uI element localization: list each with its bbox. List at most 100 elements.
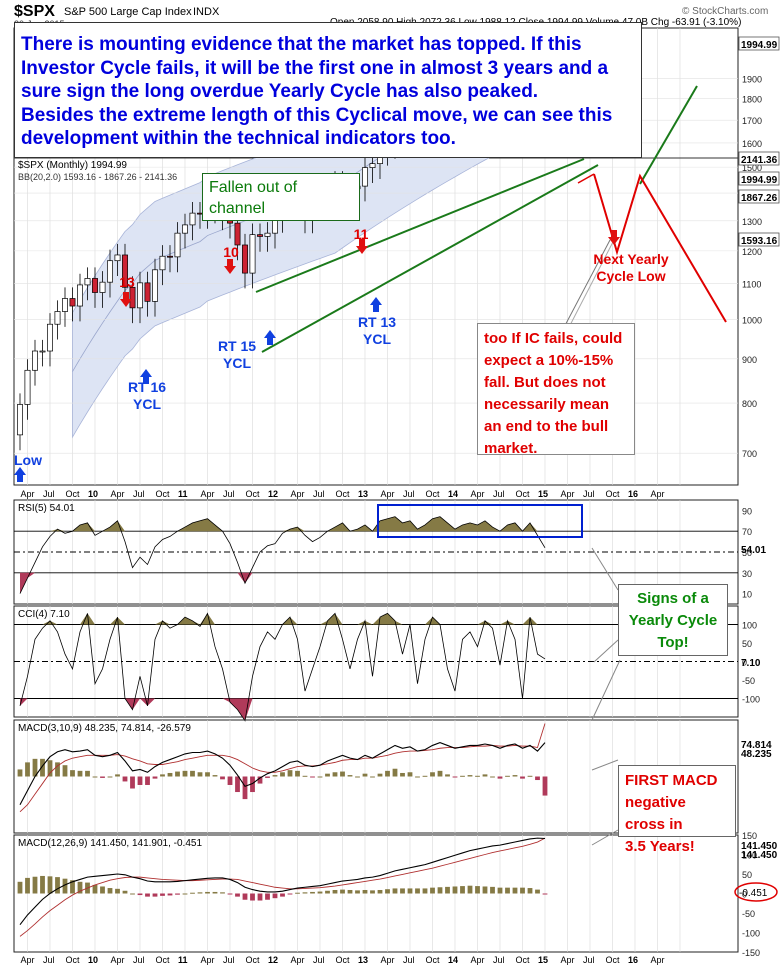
note-connector (593, 639, 619, 663)
bottom-x-tick-label: Apr (561, 955, 575, 965)
macd-slow-hist-bar (32, 876, 38, 894)
macd-fast-hist-bar (430, 772, 435, 777)
bottom-x-tick-label: Jul (133, 955, 145, 965)
macd-fast-hist-bar (40, 758, 45, 777)
rt13-label: RT 13 YCL (357, 314, 397, 347)
macd-slow-hist-bar (400, 888, 405, 894)
rsi-fill-above (20, 516, 545, 532)
macd-fast-hist-bar (490, 776, 495, 778)
macd-fast-hist-bar (62, 765, 68, 777)
macd-slow-hist-bar (107, 888, 113, 894)
macd-slow-hist-bar (355, 890, 360, 894)
price-tick-label: 1800 (742, 95, 762, 105)
bottom-x-tick-label: Jul (313, 955, 325, 965)
macd-fast-hist-bar (445, 774, 450, 777)
macd-fast-hist-bar (92, 776, 98, 778)
macd-slow-hist-bar (505, 887, 510, 894)
macd-fast-hist-bar (400, 772, 405, 777)
down-candle (69, 298, 76, 307)
bottom-x-tick-label: Oct (66, 955, 81, 965)
macd-fast-hist-bar (160, 774, 165, 777)
macd-slow-hist-bar (347, 889, 353, 894)
up-candle (84, 278, 91, 286)
bb-upper-tag-box (738, 151, 780, 166)
macd-slow-hist-label: -0.451 (739, 888, 768, 899)
macd-slow-hist-bar (317, 891, 323, 894)
macd-highlight-ellipse (734, 882, 778, 902)
macd-fast-hist-bar (227, 776, 233, 785)
macd-fast-hist-bar (355, 776, 360, 778)
peak-arrow (608, 237, 620, 245)
peak-arrow (356, 246, 368, 254)
macd-slow-hist-bar (92, 884, 98, 894)
bottom-x-tick-label: Oct (516, 955, 531, 965)
macd-fast-hist-bar (205, 772, 210, 777)
down-candle (144, 282, 151, 302)
macd-slow-hist-bar (452, 886, 458, 894)
macd-slow-tick-label: -50 (742, 909, 755, 919)
macd-fast-hist-bar (317, 776, 323, 778)
price-tick-label: 1500 (742, 163, 762, 173)
macd-fast-hist-bar (340, 771, 345, 777)
macd-slow-hist-bar (100, 886, 105, 894)
note-connector (564, 237, 616, 336)
macd-slow-hist-bar (220, 892, 225, 894)
macd-fast-hist-bar (175, 771, 180, 777)
macd-cross-note: FIRST MACD negative cross in 3.5 Years! (618, 765, 736, 855)
rsi-tick-label: 70 (742, 527, 752, 537)
cci-tick-label: 50 (742, 639, 752, 649)
cci-tick-label: 100 (742, 621, 757, 631)
bottom-x-tick-label: Apr (111, 955, 125, 965)
macd-slow-hist-bar (265, 893, 270, 900)
price-tick-label: 1300 (742, 217, 762, 227)
price-close-tag: 1994.99 (741, 175, 778, 186)
rsi-highlight-box (377, 504, 583, 538)
macd-fast-title: MACD(3,10,9) 48.235, 74.814, -26.579 (18, 723, 191, 734)
macd-fast-hist-bar (325, 773, 330, 777)
ic-fail-note: too If IC fails, could expect a 10%-15% … (477, 323, 635, 457)
down-candle (122, 254, 128, 288)
cci-tick-label: -100 (742, 695, 760, 705)
macd-fast-hist-bar (437, 770, 443, 777)
macd-fast-hist-bar (107, 776, 113, 778)
macd-slow-hist-bar (377, 889, 383, 894)
macd-slow-signal-tag: 141.450 (741, 841, 778, 852)
bottom-x-tick-label: Oct (606, 955, 621, 965)
yearly-cycle-top-note: Signs of a Yearly Cycle Top! (618, 584, 728, 656)
down-candle (167, 255, 173, 258)
up-candle (152, 269, 158, 302)
rsi-title: RSI(5) 54.01 (18, 503, 75, 514)
bottom-x-tick-label: Jul (223, 955, 235, 965)
up-candle (99, 281, 106, 293)
main-annotation: There is mounting evidence that the mark… (14, 22, 642, 158)
price-x-tick-label: Apr (201, 489, 215, 499)
price-x-tick-label: 13 (358, 489, 368, 499)
peak-arrow-stem (611, 230, 617, 237)
bottom-x-tick-label: 11 (178, 955, 188, 965)
macd-slow-hist-bar (415, 888, 420, 894)
macd-slow-hist-bar (115, 888, 120, 894)
trough-arrow-stem (17, 475, 23, 482)
bottom-x-tick-label: Apr (381, 955, 395, 965)
price-x-tick-label: Jul (583, 489, 595, 499)
bottom-x-tick-label: Oct (336, 955, 351, 965)
price-tick-label: 900 (742, 355, 757, 365)
price-tick-label: 1900 (742, 74, 762, 84)
cci-panel: 100 50 0 -50 -100 CCI(4) 7.10 7.10 (13, 547, 761, 722)
macd-fast-signal-tag: 74.814 (741, 740, 772, 751)
price-x-tick-label: 10 (88, 489, 98, 499)
macd-slow-hist-bar (17, 881, 23, 894)
macd-fast-hist-bar (362, 773, 368, 777)
macd-fast-hist-bar (527, 775, 533, 777)
rsi-panel: 90 70 50 30 10 RSI(5) 54.01 54.01 (13, 499, 766, 605)
macd-slow-tick-label: 50 (742, 870, 752, 880)
macd-slow-hist-bar (332, 889, 338, 894)
macd-slow-hist-bar (422, 888, 428, 894)
macd-slow-hist-bar (370, 890, 375, 894)
trough-arrow-stem (373, 305, 379, 312)
symbol-title: $SPX (14, 3, 55, 20)
price-tick-label: 1100 (742, 280, 761, 290)
macd-fast-hist-bar (407, 772, 413, 777)
macd-slow-hist-bar (407, 888, 413, 894)
macd-fast-hist-bar (235, 776, 240, 793)
